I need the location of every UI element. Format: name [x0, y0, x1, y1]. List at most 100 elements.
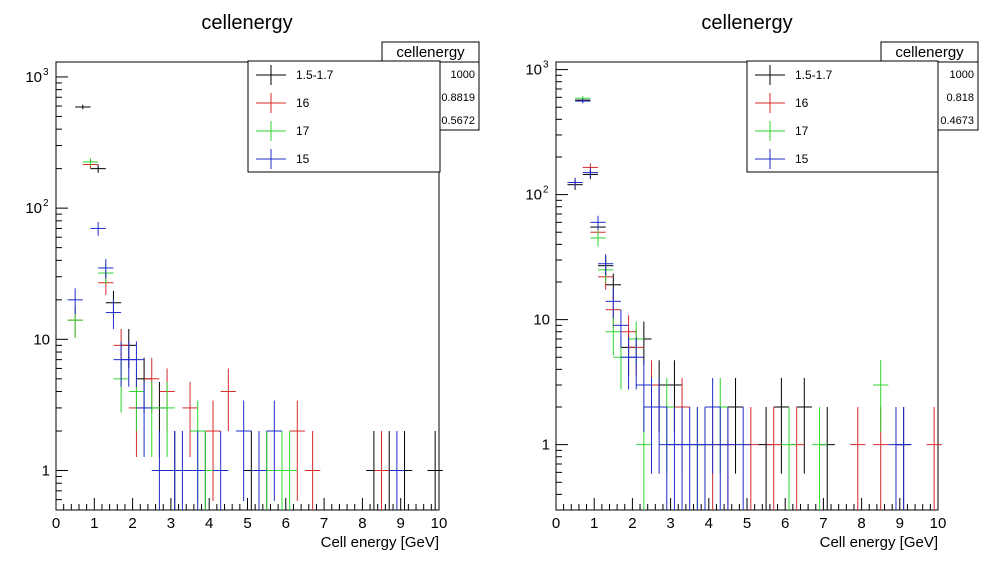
series-2 — [567, 163, 942, 510]
y-tick-label: 1 — [42, 463, 50, 480]
x-tick-label: 5 — [243, 515, 251, 532]
legend-label: 17 — [296, 124, 310, 138]
x-tick-label: 8 — [358, 515, 366, 532]
data-point — [636, 321, 652, 365]
series-4 — [567, 98, 912, 510]
data-point — [789, 406, 805, 510]
y-tick-label: 10 — [33, 331, 50, 348]
data-point — [643, 377, 660, 474]
data-point — [427, 431, 443, 510]
data-point — [105, 299, 122, 329]
y-tick-exponent: 2 — [43, 198, 49, 209]
data-point — [128, 341, 145, 387]
data-point — [67, 288, 83, 315]
data-point — [159, 381, 175, 457]
y-tick-label: 10 — [25, 200, 42, 217]
x-axis: 0 1 2 3 4 5 6 7 8 9 10 — [552, 498, 947, 532]
stats-box-value: 0.5672 — [441, 115, 475, 127]
chart-title: cellenergy — [201, 12, 292, 34]
x-tick-label: 8 — [857, 515, 865, 532]
y-tick-exponent: 3 — [543, 60, 549, 71]
legend-entry: 15 — [755, 149, 809, 169]
legend-entry: 1.5-1.7 — [755, 65, 833, 85]
legend-entry: 17 — [256, 121, 310, 141]
data-point — [90, 164, 106, 173]
data-point — [888, 406, 904, 510]
data-point — [98, 259, 114, 279]
data-point — [281, 431, 298, 510]
data-point — [758, 406, 774, 510]
chart-title: cellenergy — [701, 12, 792, 34]
legend-label: 15 — [795, 152, 809, 166]
x-tick-label: 9 — [896, 515, 904, 532]
y-tick-label: 10 — [525, 187, 542, 204]
data-point — [205, 400, 221, 501]
data-point — [811, 406, 828, 510]
data-point — [613, 309, 629, 348]
data-point — [796, 377, 812, 474]
x-tick-label: 10 — [431, 515, 448, 532]
data-point — [682, 406, 698, 510]
data-point — [605, 288, 621, 319]
stats-box-title: cellenergy — [396, 44, 465, 61]
data-point — [567, 177, 583, 188]
chart-1: cellenergy 0 1 2 3 4 5 6 7 8 9 10 Cell energy [GeV] 1… — [25, 12, 480, 551]
data-point — [628, 337, 644, 390]
data-point — [590, 215, 606, 230]
stats-box: cellenergy 1000 0.8819 0.5672 — [381, 41, 480, 131]
data-point — [712, 406, 728, 510]
legend-label: 1.5-1.7 — [795, 68, 833, 82]
series-4 — [67, 222, 405, 510]
y-tick-label: 1 — [542, 437, 550, 454]
x-tick-label: 7 — [819, 515, 827, 532]
x-tick-label: 1 — [590, 515, 598, 532]
legend-label: 1.5-1.7 — [296, 68, 334, 82]
data-point — [389, 431, 405, 510]
data-point — [82, 158, 99, 166]
series-2 — [67, 160, 390, 510]
data-point — [251, 431, 267, 510]
data-point — [289, 400, 305, 501]
data-point — [605, 315, 621, 356]
data-point — [590, 230, 606, 247]
x-tick-label: 3 — [167, 515, 175, 532]
data-point — [75, 104, 91, 110]
x-tick-label: 10 — [930, 515, 947, 532]
x-tick-label: 2 — [628, 515, 636, 532]
data-point — [720, 406, 736, 510]
data-point — [136, 381, 152, 457]
data-point — [182, 381, 198, 457]
y-tick-label: 10 — [25, 69, 42, 86]
x-tick-label: 0 — [52, 515, 60, 532]
x-axis-label: Cell energy [GeV] — [820, 534, 938, 551]
data-point — [766, 406, 782, 510]
stats-box-value: 1000 — [451, 69, 475, 81]
data-point — [266, 400, 282, 501]
y-tick-exponent: 3 — [43, 67, 49, 78]
data-point — [113, 341, 129, 387]
x-tick-label: 4 — [705, 515, 713, 532]
stats-box-value: 0.8819 — [441, 92, 475, 104]
data-point — [743, 406, 759, 510]
data-point — [704, 377, 721, 474]
data-point — [659, 406, 675, 510]
y-tick-label: 10 — [533, 312, 550, 329]
stats-box-value: 1000 — [950, 69, 974, 81]
legend-entry: 15 — [256, 149, 310, 169]
stats-box-value: 0.818 — [946, 92, 974, 104]
data-point — [151, 431, 168, 510]
x-tick-label: 9 — [397, 515, 405, 532]
y-tick-exponent: 2 — [543, 185, 549, 196]
x-tick-label: 1 — [90, 515, 98, 532]
data-point — [575, 98, 591, 104]
data-point — [144, 381, 160, 457]
data-point — [213, 431, 229, 510]
x-axis: 0 1 2 3 4 5 6 7 8 9 10 — [52, 498, 448, 532]
legend-entry: 16 — [755, 93, 809, 113]
legend: 1.5-1.7 16 17 15 — [746, 60, 939, 173]
data-point — [190, 431, 206, 510]
data-point — [773, 377, 790, 474]
x-tick-label: 2 — [128, 515, 136, 532]
data-point — [236, 400, 252, 501]
